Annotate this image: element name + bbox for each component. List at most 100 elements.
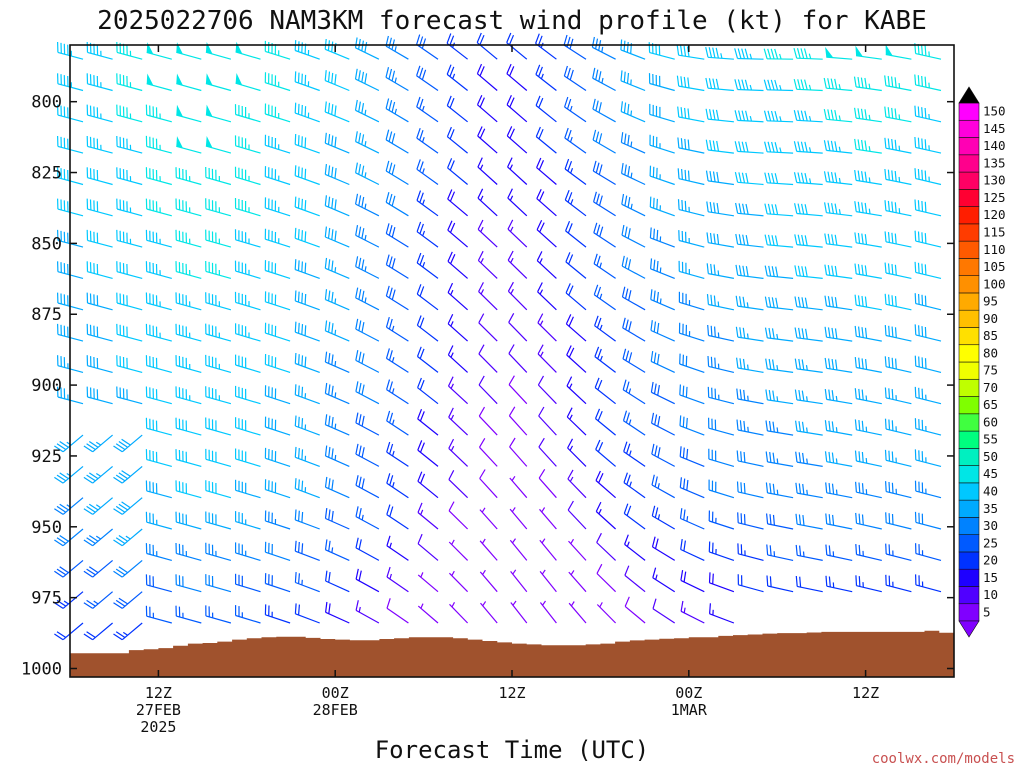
wind-barb — [86, 355, 113, 373]
wind-barb — [264, 479, 291, 499]
wind-barb — [448, 438, 469, 467]
wind-barb — [324, 508, 350, 530]
wind-barb — [825, 544, 853, 561]
wind-barb — [324, 132, 350, 154]
wind-barb — [235, 479, 261, 499]
wind-barb — [509, 538, 528, 561]
wind-barb — [116, 104, 143, 123]
wind-barb — [480, 601, 498, 624]
wind-barb — [793, 47, 823, 60]
y-tick-label: 975 — [31, 589, 62, 609]
wind-barb — [477, 250, 498, 279]
wind-barb — [764, 296, 794, 311]
wind-barb — [205, 605, 232, 624]
wind-barb — [510, 569, 528, 593]
wind-barb — [793, 78, 823, 92]
wind-barb — [416, 159, 439, 185]
wind-barb — [594, 408, 616, 436]
wind-barb — [477, 219, 498, 248]
wind-barb — [854, 170, 882, 186]
wind-barb — [823, 108, 853, 123]
wind-barb — [264, 291, 291, 311]
colorbar-segment — [958, 344, 980, 363]
wind-barb — [914, 168, 942, 186]
wind-barb — [567, 438, 587, 467]
wind-barb — [386, 410, 409, 436]
wind-barb — [823, 171, 853, 186]
wind-barb — [355, 318, 380, 342]
wind-barb — [914, 136, 942, 154]
wind-barb — [83, 622, 113, 641]
wind-barb — [708, 572, 735, 593]
wind-barb — [765, 451, 794, 467]
wind-barb — [676, 44, 705, 60]
colorbar-segment — [958, 517, 980, 535]
wind-barb — [825, 46, 853, 60]
colorbar-segment — [958, 223, 980, 242]
wind-barb — [324, 382, 350, 405]
wind-barb — [235, 511, 261, 530]
wind-barb — [678, 322, 705, 342]
wind-barb — [736, 357, 764, 373]
wind-barb — [708, 448, 735, 467]
y-tick-label: 1000 — [21, 659, 62, 679]
wind-barb — [885, 543, 912, 561]
wind-barb — [535, 126, 557, 154]
wind-barb — [477, 157, 498, 185]
colorbar-tick-label: 60 — [983, 414, 998, 429]
wind-barb — [294, 102, 320, 123]
wind-barb — [446, 64, 468, 91]
wind-barb — [264, 103, 291, 123]
wind-barb — [914, 449, 942, 467]
wind-barb — [264, 134, 291, 154]
wind-barb — [621, 286, 646, 311]
wind-barb — [264, 72, 291, 92]
wind-barb — [355, 475, 380, 499]
wind-barb — [564, 158, 587, 185]
wind-barb — [735, 264, 764, 279]
wind-barb — [417, 377, 439, 405]
wind-barb — [447, 158, 468, 185]
wind-barb — [116, 229, 143, 248]
wind-barb — [620, 132, 646, 154]
wind-barb — [853, 76, 882, 92]
wind-barb — [355, 412, 380, 436]
terrain-layer — [70, 630, 954, 677]
colorbar-tick-label: 35 — [983, 501, 998, 516]
wind-barb — [234, 229, 261, 248]
wind-barb — [536, 157, 557, 185]
wind-barb — [824, 264, 853, 279]
wind-barb — [596, 563, 617, 593]
wind-barb — [54, 497, 84, 515]
wind-barb — [264, 447, 291, 467]
wind-barb — [884, 106, 912, 123]
wind-barb — [264, 228, 291, 248]
wind-barb — [294, 227, 320, 248]
wind-barb — [145, 167, 172, 186]
wind-barb — [793, 141, 823, 154]
wind-barb — [591, 36, 616, 60]
wind-barb — [417, 603, 439, 624]
wind-barb — [446, 33, 468, 60]
wind-barb — [734, 48, 764, 60]
wind-barb — [145, 511, 172, 530]
wind-barb — [885, 44, 912, 60]
colorbar-tick-label: 145 — [983, 121, 1006, 136]
wind-barb — [355, 600, 380, 624]
wind-barb — [539, 507, 557, 530]
colorbar-segment — [958, 568, 980, 587]
wind-barb — [355, 568, 380, 593]
colorbar-tick-label: 25 — [983, 535, 998, 550]
wind-barb — [507, 250, 528, 279]
wind-barb — [294, 71, 320, 92]
wind-barb — [145, 292, 172, 311]
colorbar-segment — [958, 119, 980, 138]
wind-barb — [624, 596, 646, 624]
wind-barb — [416, 346, 439, 373]
wind-barb — [915, 543, 942, 561]
wind-barb — [205, 166, 232, 186]
wind-barb — [416, 128, 439, 154]
wind-barb — [478, 313, 498, 342]
wind-barb — [914, 480, 942, 499]
